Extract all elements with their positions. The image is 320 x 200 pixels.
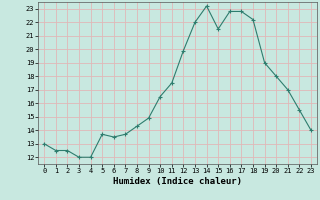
X-axis label: Humidex (Indice chaleur): Humidex (Indice chaleur)	[113, 177, 242, 186]
